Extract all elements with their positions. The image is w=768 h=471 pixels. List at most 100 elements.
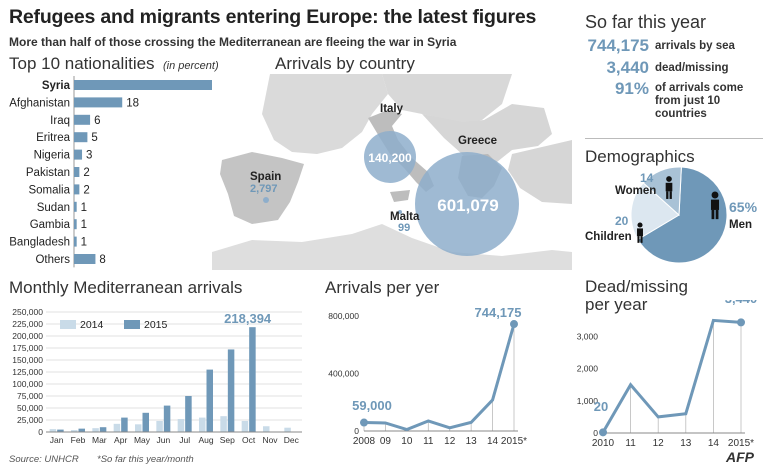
y-tick-label: 2,000 [577,364,599,374]
category-label: Nigeria [34,150,71,162]
bar [74,149,83,160]
arrivals-per-year-chart: 0 400,000 800,000 2008 09 10 11 12 13 14 2015* 59,0… [328,305,527,447]
bar [74,167,80,177]
y-tick-label: 800,000 [328,311,359,321]
legend-label-2015: 2015 [144,319,168,331]
x-tick-label: Oct [242,435,256,445]
children-icon [637,236,640,243]
bar [74,80,216,90]
summary-row-arrivals: 744,175 arrivals by sea [585,35,765,57]
y-tick-label: 0 [593,428,598,438]
men-icon [710,199,720,210]
summary-heading: So far this year [585,12,707,32]
x-tick-label: 13 [466,436,478,447]
value-label: 18 [126,97,139,109]
afp-logo: AFP [726,449,754,465]
first-value-label: 20 [594,399,608,414]
summary-value: 744,175 [587,36,649,55]
land-spain [220,152,304,224]
page-subtitle: More than half of those crossing the Med… [9,35,457,49]
summary-value: 91% [614,79,649,98]
y-tick-label: 25,000 [17,415,43,425]
y-tick-label: 50,000 [17,403,43,413]
start-point [360,418,368,427]
series-line [363,323,516,432]
bar [74,201,77,212]
arrivals-map: Italy 140,200 Greece 601,079 Spain 2,797… [212,74,572,270]
category-label: Afghanistan [9,97,70,109]
malta-dot [398,210,402,214]
last-value-label: 3,440 [725,300,758,306]
malta-label: Malta [390,211,420,223]
dead-heading: Dead/missing per year [585,278,688,314]
y-tick-label: 0 [38,427,43,437]
bar-2015 [163,405,171,432]
x-tick-label: 2010 [592,438,615,449]
men-icon [711,191,719,199]
land-north-africa [212,224,572,270]
women-icon [669,191,672,199]
bar-2014 [71,430,78,432]
bar-2014 [135,424,142,432]
x-tick-label: Mar [92,435,107,445]
bar-2015 [249,327,256,432]
men-icon [715,209,719,220]
women-icon [666,176,672,182]
greece-value: 601,079 [437,196,498,215]
women-value: 14 [640,171,654,185]
value-label: 5 [91,132,97,144]
spain-value: 2,797 [250,183,278,195]
value-label: 1 [81,219,87,231]
x-tick-label: 09 [380,436,392,447]
y-tick-label: 1,000 [577,396,599,406]
women-icon [666,191,669,199]
per-year-heading: Arrivals per yer [325,278,440,297]
bar [74,219,77,230]
summary-panel: 744,175 arrivals by sea 3,440 dead/missi… [585,35,765,120]
nationalities-bar-chart: Syria53%Afghanistan18Iraq6Eritrea5Nigeri… [9,76,243,268]
dead-missing-chart: 0 1,000 2,000 3,000 2010 11 12 13 14 2015* 20 3,440 [577,300,758,449]
bar [74,184,80,195]
legend-swatch-2014 [60,320,76,329]
land-balkans [422,104,552,170]
bar-2015 [185,396,192,432]
source-note: Source: UNHCR [9,454,79,465]
y-tick-label: 225,000 [12,319,43,329]
bar-2014 [177,419,185,432]
y-tick-label: 200,000 [12,331,43,341]
children-label: Children [585,231,632,243]
y-tick-label: 175,000 [12,343,43,353]
x-tick-label: 11 [625,438,636,449]
bar-2015 [57,429,64,432]
x-tick-label: 2008 [353,436,376,447]
greece-circle [415,152,519,256]
x-tick-label: 13 [680,438,692,449]
bar-2014 [156,420,163,432]
children-icon [640,236,643,243]
x-tick-label: Jan [50,435,64,445]
summary-value: 3,440 [606,58,649,77]
x-tick-label: 12 [444,436,456,447]
bar-2015 [121,417,128,432]
italy-label: Italy [380,103,404,115]
value-label: 8 [99,254,105,266]
bar [74,114,91,125]
y-tick-label: 0 [354,426,359,436]
category-label: Others [35,254,70,266]
category-label: Sudan [37,202,70,214]
y-tick-label: 400,000 [328,369,359,379]
bar-2014 [241,420,249,432]
bar-2015 [99,427,107,432]
summary-label: arrivals by sea [655,40,735,52]
women-icon [665,182,673,192]
category-label: Pakistan [26,167,70,179]
footnote: *So far this year/month [97,454,194,465]
map-heading: Arrivals by country [275,54,415,73]
x-tick-label: 14 [708,438,720,449]
y-tick-label: 3,000 [577,332,599,342]
spain-label: Spain [250,171,281,183]
category-label: Iraq [50,115,70,127]
category-label: Gambia [30,219,71,231]
italy-value: 140,200 [368,151,412,165]
land-sicily [390,190,410,202]
